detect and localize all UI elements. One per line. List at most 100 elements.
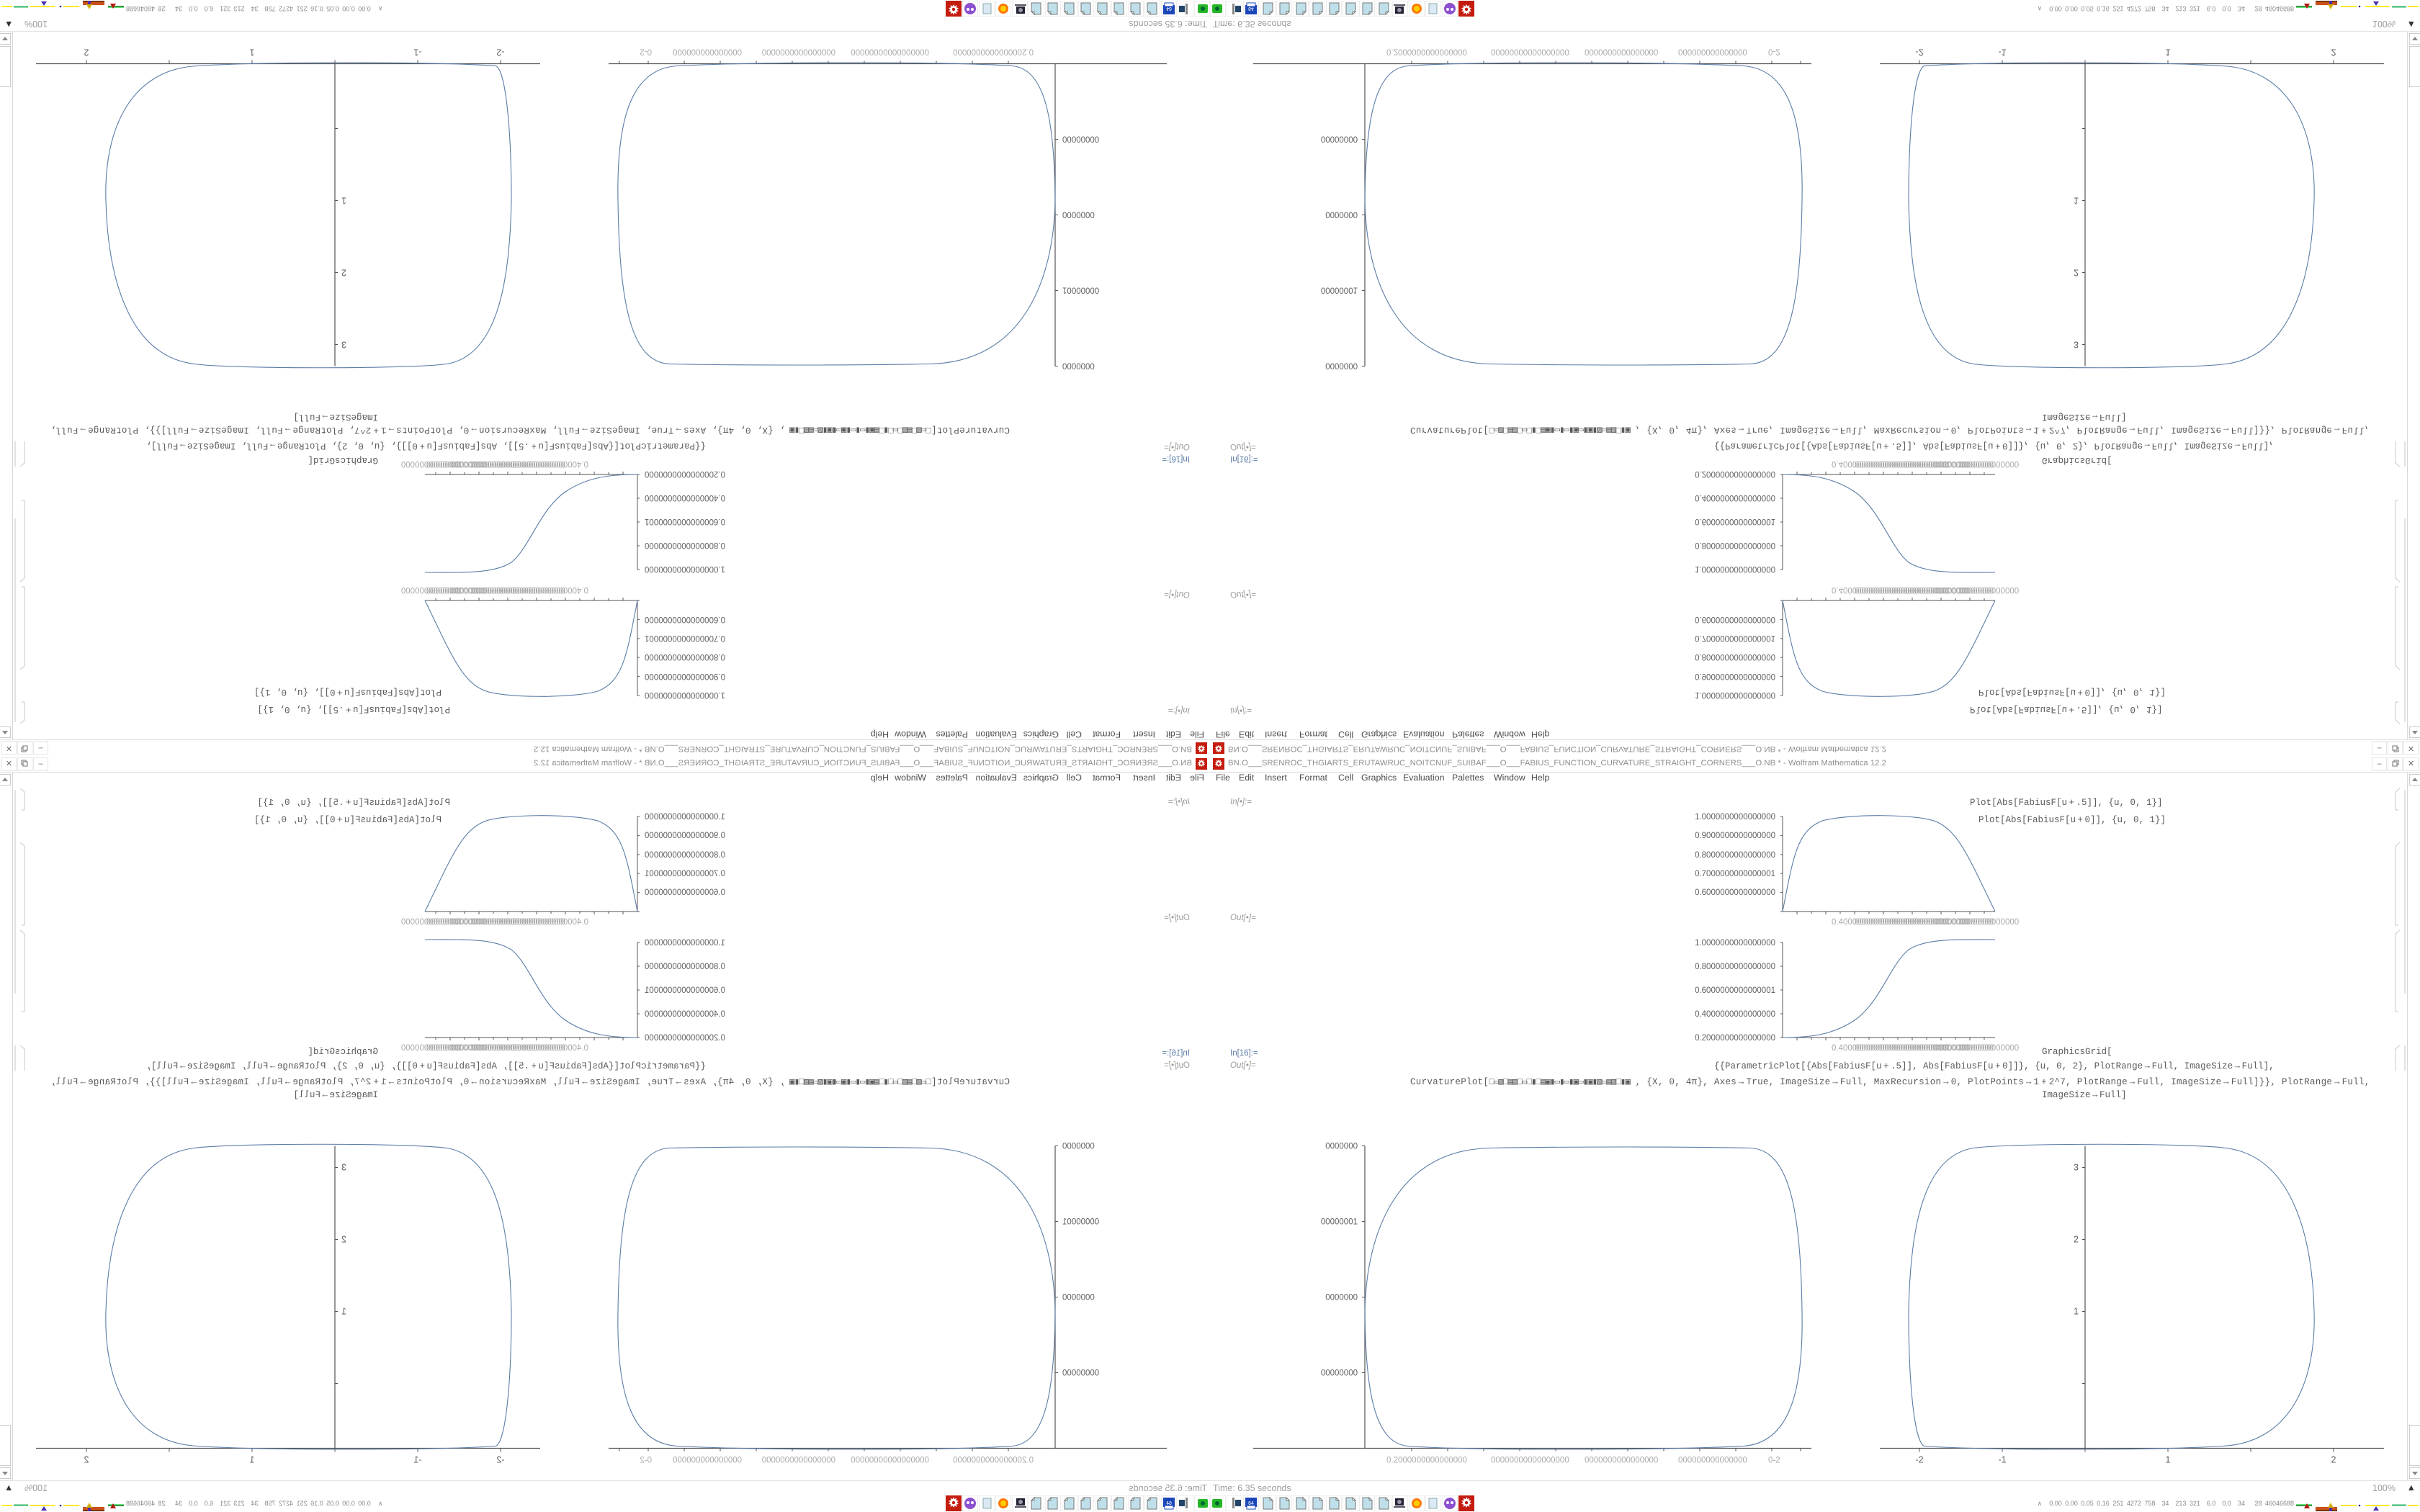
- svg-text:1.0000000000000000: 1.0000000000000000: [645, 939, 725, 948]
- svg-text:0.6000000000000001: 0.6000000000000001: [1695, 986, 1775, 995]
- svg-text:00000000: 00000000: [1321, 1369, 1358, 1378]
- svg-text:1: 1: [249, 48, 254, 58]
- svg-text:1.0000000000000000: 1.0000000000000000: [1695, 813, 1775, 822]
- svg-text:0000000000000: 0000000000000: [1959, 918, 2019, 927]
- svg-text:1.0000000000000000: 1.0000000000000000: [1695, 690, 1775, 699]
- svg-text:1: 1: [2074, 196, 2079, 206]
- svg-text:0000000: 0000000: [1325, 1143, 1358, 1151]
- svg-text:-1: -1: [413, 1455, 421, 1465]
- svg-text:0.8000000000000000: 0.8000000000000000: [645, 652, 725, 661]
- svg-text:-1: -1: [1998, 48, 2006, 58]
- svg-text:0000000000000: 0000000000000: [401, 1044, 461, 1053]
- svg-text:0.8000000000000000: 0.8000000000000000: [645, 963, 725, 971]
- svg-text:0.6000000000000001: 0.6000000000000001: [1695, 517, 1775, 526]
- svg-text:0.2000000000000000: 0.2000000000000000: [1386, 1457, 1467, 1465]
- svg-text:1.0000000000000000: 1.0000000000000000: [1695, 564, 1775, 573]
- svg-text:0.8000000000000000: 0.8000000000000000: [1695, 652, 1775, 661]
- svg-text:0.6000000000000000: 0.6000000000000000: [645, 888, 725, 897]
- svg-text:0000000000000000: 0000000000000000: [1585, 1457, 1658, 1465]
- svg-text:0.2000000000000000: 0.2000000000000000: [1695, 1034, 1775, 1043]
- svg-text:000000000000000: 000000000000000: [673, 48, 742, 56]
- svg-text:0.8000000000000000: 0.8000000000000000: [1695, 963, 1775, 971]
- svg-text:0.2000000000000000: 0.2000000000000000: [953, 1457, 1034, 1465]
- svg-text:0.7000000000000001: 0.7000000000000001: [645, 870, 725, 878]
- svg-text:-2: -2: [496, 48, 504, 58]
- svg-text:0000000: 0000000: [1325, 361, 1358, 370]
- svg-text:64: 64: [1166, 1501, 1172, 1506]
- svg-text:0000000000000: 0000000000000: [1959, 1044, 2019, 1053]
- svg-text:0000000000000: 0000000000000: [1959, 585, 2019, 594]
- svg-text:64: 64: [1248, 1501, 1254, 1506]
- svg-text:1: 1: [2074, 1307, 2079, 1317]
- svg-text:0.4000000000000000: 0.4000000000000000: [645, 1010, 725, 1019]
- svg-text:0.6000000000000000: 0.6000000000000000: [1695, 888, 1775, 897]
- svg-text:-2: -2: [1915, 48, 1923, 58]
- svg-text:3: 3: [341, 340, 346, 350]
- svg-text:0.8000000000000000: 0.8000000000000000: [1695, 541, 1775, 549]
- svg-text:-2: -2: [496, 1455, 504, 1465]
- svg-text:0.9000000000000000: 0.9000000000000000: [1695, 832, 1775, 840]
- svg-text:0.7000000000000001: 0.7000000000000001: [645, 634, 725, 642]
- svg-text:0.2000000000000000: 0.2000000000000000: [1695, 469, 1775, 478]
- svg-text:0.9000000000000000: 0.9000000000000000: [1695, 672, 1775, 680]
- svg-text:2: 2: [341, 1235, 346, 1245]
- svg-text:64: 64: [1166, 6, 1172, 11]
- svg-text:0.8000000000000000: 0.8000000000000000: [1695, 851, 1775, 860]
- svg-text:00000000000000000: 00000000000000000: [1491, 1457, 1569, 1465]
- svg-text:2: 2: [2074, 1235, 2079, 1245]
- svg-text:0000000000000000: 0000000000000000: [1585, 48, 1658, 56]
- svg-text:00000001: 00000001: [1321, 286, 1358, 294]
- svg-text:0.4000000000000000: 0.4000000000000000: [645, 493, 725, 502]
- svg-text:0.6000000000000000: 0.6000000000000000: [645, 615, 725, 624]
- svg-text:2: 2: [2331, 48, 2336, 58]
- svg-text:00000000: 00000000: [1062, 1369, 1099, 1378]
- svg-text:0000000000000: 0000000000000: [401, 585, 461, 594]
- svg-text:0000000: 0000000: [1062, 361, 1095, 370]
- svg-text:0000000: 0000000: [1062, 1294, 1095, 1302]
- svg-text:00000000: 00000000: [1321, 135, 1358, 143]
- svg-text:0.6000000000000001: 0.6000000000000001: [645, 517, 725, 526]
- svg-text:0000000000000000: 0000000000000000: [762, 1457, 835, 1465]
- svg-text:0.6000000000000001: 0.6000000000000001: [645, 986, 725, 995]
- svg-text:0000000: 0000000: [1062, 1143, 1095, 1151]
- svg-text:00000000000000000: 00000000000000000: [851, 48, 929, 56]
- svg-text:00000001: 00000001: [1321, 1218, 1358, 1227]
- svg-text:0-2: 0-2: [640, 1457, 652, 1465]
- svg-text:0000000000000: 0000000000000: [401, 459, 461, 468]
- svg-text:0.2000000000000000: 0.2000000000000000: [645, 1034, 725, 1043]
- svg-text:1.0000000000000000: 1.0000000000000000: [645, 564, 725, 573]
- svg-text:000000000000000: 000000000000000: [673, 1457, 742, 1465]
- svg-text:00000000000000000: 00000000000000000: [851, 1457, 929, 1465]
- svg-text:0-2: 0-2: [1768, 1457, 1780, 1465]
- svg-text:2: 2: [84, 1455, 89, 1465]
- svg-text:0.9000000000000000: 0.9000000000000000: [645, 832, 725, 840]
- svg-text:0000000000000: 0000000000000: [1959, 459, 2019, 468]
- svg-text:0.6000000000000000: 0.6000000000000000: [1695, 615, 1775, 624]
- svg-text:0000000000000: 0000000000000: [401, 918, 461, 927]
- svg-text:0.2000000000000000: 0.2000000000000000: [953, 48, 1034, 56]
- svg-text:-2: -2: [1915, 1455, 1923, 1465]
- svg-text:0000000: 0000000: [1062, 210, 1095, 219]
- svg-text:2: 2: [84, 48, 89, 58]
- svg-text:00000000: 00000000: [1062, 135, 1099, 143]
- svg-text:0.8000000000000000: 0.8000000000000000: [645, 541, 725, 549]
- svg-text:2: 2: [341, 268, 346, 278]
- svg-text:3: 3: [2074, 340, 2079, 350]
- svg-text:0.8000000000000000: 0.8000000000000000: [645, 851, 725, 860]
- svg-text:0.4000000000000000: 0.4000000000000000: [1695, 493, 1775, 502]
- svg-text:1: 1: [2166, 48, 2171, 58]
- svg-text:2: 2: [2074, 268, 2079, 278]
- svg-text:1: 1: [249, 1455, 254, 1465]
- svg-text:000000000000000: 000000000000000: [1678, 48, 1747, 56]
- svg-text:0-2: 0-2: [1768, 48, 1780, 56]
- svg-text:1.0000000000000000: 1.0000000000000000: [645, 813, 725, 822]
- svg-text:-1: -1: [413, 48, 421, 58]
- svg-text:1: 1: [341, 1307, 346, 1317]
- svg-text:0000000000000000: 0000000000000000: [762, 48, 835, 56]
- svg-text:64: 64: [1248, 6, 1254, 11]
- svg-text:000000000000000: 000000000000000: [1678, 1457, 1747, 1465]
- svg-text:1.0000000000000000: 1.0000000000000000: [1695, 939, 1775, 948]
- svg-text:00000001: 00000001: [1062, 286, 1099, 294]
- svg-text:3: 3: [2074, 1163, 2079, 1173]
- svg-text:0.2000000000000000: 0.2000000000000000: [645, 469, 725, 478]
